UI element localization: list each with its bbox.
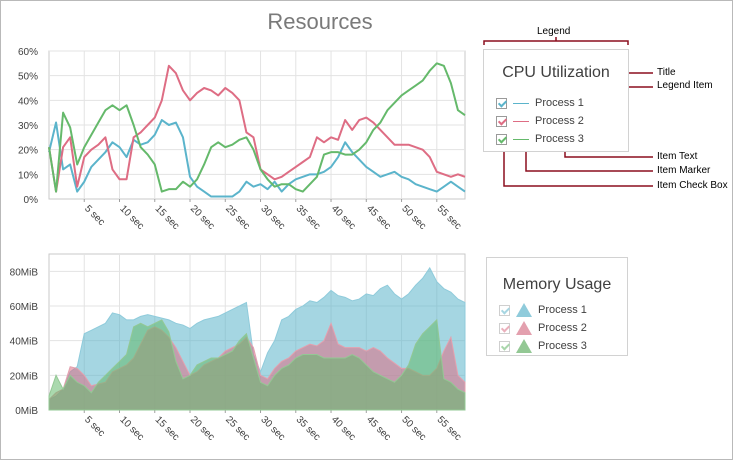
checkbox-icon[interactable]	[499, 304, 510, 316]
checkbox-icon[interactable]	[499, 340, 510, 352]
annotation-item-check-box: Item Check Box	[657, 180, 728, 191]
checkbox-icon[interactable]	[496, 133, 507, 145]
memory-y-tick-label: 20MiB	[10, 371, 39, 382]
legend-item-text: Process 3	[535, 133, 584, 145]
legend-item-text: Process 3	[538, 340, 587, 352]
memory-legend-title: Memory Usage	[502, 276, 612, 293]
cpu-series-line-process-2	[48, 64, 466, 193]
triangle-marker-icon	[516, 339, 532, 353]
annotation-title: Title	[657, 67, 676, 78]
legend-item-text: Process 2	[538, 322, 587, 334]
chart-title: Resources	[267, 9, 372, 34]
memory-y-tick-label: 0MiB	[15, 406, 38, 417]
cpu-x-tick-label: 50 sec	[399, 203, 428, 232]
cpu-x-tick-label: 40 sec	[329, 203, 358, 232]
cpu-legend-item-process-1[interactable]: Process 1	[496, 94, 584, 112]
memory-x-tick-label: 20 sec	[188, 414, 217, 443]
cpu-legend-title: CPU Utilization	[502, 64, 610, 81]
cpu-y-tick-label: 20%	[18, 146, 38, 157]
checkbox-icon[interactable]	[496, 115, 507, 127]
line-marker-icon	[513, 138, 529, 140]
cpu-x-tick-label: 20 sec	[188, 203, 217, 232]
checkbox-icon[interactable]	[496, 97, 507, 109]
cpu-legend: CPU Utilization Process 1 Process 2 Proc…	[483, 49, 629, 152]
line-marker-icon	[513, 120, 529, 122]
cpu-x-tick-label: 35 sec	[294, 203, 323, 232]
triangle-marker-icon	[516, 321, 532, 335]
legend-item-text: Process 1	[538, 304, 587, 316]
memory-y-tick-label: 40MiB	[10, 337, 39, 348]
cpu-x-tick-label: 30 sec	[258, 203, 287, 232]
memory-x-tick-label: 25 sec	[223, 414, 252, 443]
cpu-series-line-process-3	[48, 62, 466, 193]
memory-legend-item-process-3[interactable]: Process 3	[499, 337, 587, 355]
cpu-y-tick-label: 40%	[18, 96, 38, 107]
memory-x-tick-label: 55 sec	[435, 414, 464, 443]
memory-y-tick-label: 60MiB	[10, 302, 39, 313]
memory-y-tick-label: 80MiB	[10, 267, 39, 278]
cpu-y-tick-label: 60%	[18, 47, 38, 58]
memory-x-tick-label: 10 sec	[117, 414, 146, 443]
memory-x-tick-label: 45 sec	[364, 414, 393, 443]
memory-x-tick-label: 30 sec	[258, 414, 287, 443]
cpu-x-tick-label: 15 sec	[153, 203, 182, 232]
memory-x-tick-label: 15 sec	[153, 414, 182, 443]
legend-item-text: Process 2	[535, 115, 584, 127]
cpu-legend-item-process-3[interactable]: Process 3	[496, 130, 584, 148]
cpu-legend-item-process-2[interactable]: Process 2	[496, 112, 584, 130]
memory-x-tick-label: 35 sec	[294, 414, 323, 443]
cpu-y-tick-label: 50%	[18, 72, 38, 83]
memory-series-area-process-3	[48, 318, 466, 411]
memory-x-tick-label: 5 sec	[82, 414, 107, 439]
legend-item-text: Process 1	[535, 97, 584, 109]
memory-legend-item-process-2[interactable]: Process 2	[499, 319, 587, 337]
memory-legend: Memory Usage Process 1 Process 2 Process…	[486, 257, 628, 356]
cpu-chart: 0% 10% 20% 30% 40% 50% 60% 5 sec 10 sec 15 sec 20 …	[18, 47, 466, 232]
memory-x-tick-label: 40 sec	[329, 414, 358, 443]
checkbox-icon[interactable]	[499, 322, 510, 334]
cpu-y-tick-label: 30%	[18, 121, 38, 132]
cpu-x-tick-label: 45 sec	[364, 203, 393, 232]
cpu-x-tick-label: 5 sec	[82, 203, 107, 228]
cpu-y-tick-label: 0%	[24, 195, 39, 206]
cpu-x-tick-label: 10 sec	[117, 203, 146, 232]
annotation-legend-item: Legend Item	[657, 80, 713, 91]
annotation-legend: Legend	[537, 26, 571, 37]
annotation-item-marker: Item Marker	[657, 165, 711, 176]
memory-chart: 0MiB 20MiB 40MiB 60MiB 80MiB 5 sec 10 sec 15 se…	[10, 253, 466, 443]
line-marker-icon	[513, 102, 529, 104]
cpu-x-tick-label: 25 sec	[223, 203, 252, 232]
cpu-y-tick-label: 10%	[18, 170, 38, 181]
annotation-item-text: Item Text	[657, 151, 698, 162]
cpu-x-tick-label: 55 sec	[435, 203, 464, 232]
triangle-marker-icon	[516, 303, 532, 317]
memory-x-tick-label: 50 sec	[399, 414, 428, 443]
cpu-series-line-process-1	[48, 119, 466, 198]
memory-legend-item-process-1[interactable]: Process 1	[499, 301, 587, 319]
